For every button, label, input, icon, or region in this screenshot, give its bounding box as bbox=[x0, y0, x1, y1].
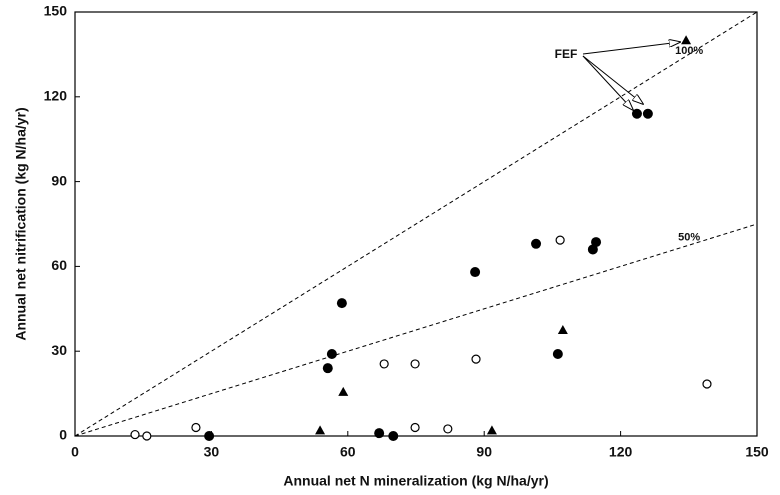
point bbox=[130, 429, 140, 440]
point bbox=[557, 325, 568, 334]
point bbox=[191, 422, 201, 433]
x-axis-label: Annual net N mineralization (kg N/ha/yr) bbox=[283, 473, 548, 489]
point bbox=[142, 431, 152, 441]
point bbox=[322, 363, 333, 374]
x-tick-label: 60 bbox=[340, 444, 356, 460]
annotation-arrow bbox=[582, 55, 643, 104]
reference-label: 100% bbox=[675, 45, 703, 57]
point bbox=[326, 349, 337, 360]
point bbox=[315, 425, 326, 435]
point bbox=[374, 428, 385, 439]
point bbox=[531, 238, 542, 249]
point bbox=[410, 359, 420, 369]
y-tick-label: 0 bbox=[59, 427, 67, 443]
reference-line bbox=[74, 223, 758, 437]
point bbox=[587, 244, 598, 255]
x-tick-label: 150 bbox=[745, 444, 769, 460]
point bbox=[410, 422, 420, 433]
point bbox=[336, 298, 347, 309]
x-tick-label: 120 bbox=[609, 444, 633, 460]
point bbox=[204, 431, 215, 441]
point bbox=[681, 35, 692, 45]
point bbox=[552, 349, 563, 360]
x-tick-label: 30 bbox=[204, 444, 220, 460]
y-tick-label: 150 bbox=[44, 3, 68, 19]
point bbox=[471, 354, 481, 364]
point bbox=[486, 425, 497, 435]
annotation-arrow bbox=[582, 55, 633, 110]
y-tick-label: 30 bbox=[51, 342, 67, 358]
annotation: FEF bbox=[555, 47, 578, 61]
point bbox=[631, 108, 642, 119]
point bbox=[379, 359, 389, 369]
y-axis-label: Annual net nitrification (kg N/ha/yr) bbox=[13, 107, 29, 340]
y-tick-label: 90 bbox=[51, 172, 67, 188]
point bbox=[338, 386, 349, 396]
point bbox=[443, 424, 453, 434]
point bbox=[555, 235, 565, 245]
x-tick-label: 90 bbox=[476, 444, 492, 460]
x-tick-label: 0 bbox=[71, 444, 79, 460]
point bbox=[702, 379, 712, 389]
y-tick-label: 120 bbox=[44, 88, 68, 104]
point bbox=[470, 267, 481, 278]
reference-label: 50% bbox=[678, 231, 700, 243]
reference-line bbox=[74, 11, 758, 437]
y-tick-label: 60 bbox=[51, 257, 67, 273]
point bbox=[642, 108, 653, 119]
annotation-arrow bbox=[582, 42, 680, 55]
point bbox=[388, 431, 399, 441]
